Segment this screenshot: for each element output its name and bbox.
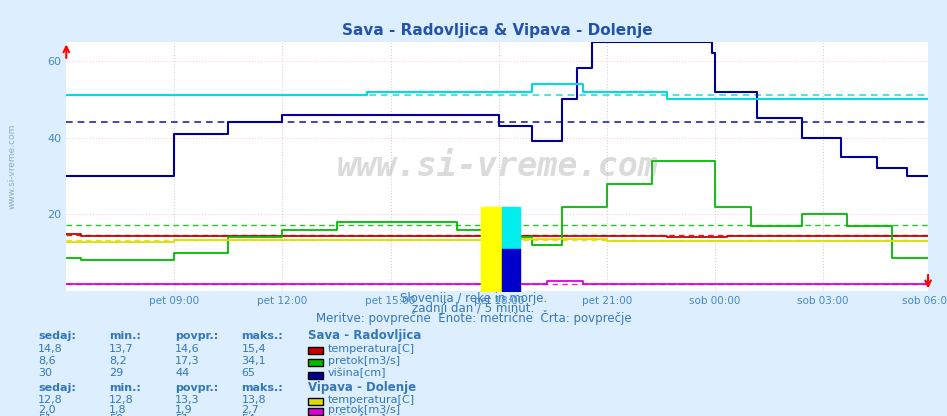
Text: 1,8: 1,8 — [109, 405, 127, 415]
Text: 12,8: 12,8 — [109, 395, 134, 405]
Text: 51: 51 — [175, 414, 189, 416]
Text: maks.:: maks.: — [241, 383, 283, 393]
Text: 2,0: 2,0 — [38, 405, 56, 415]
Text: www.si-vreme.com: www.si-vreme.com — [336, 150, 658, 183]
Text: Slovenija / reke in morje.: Slovenija / reke in morje. — [400, 292, 547, 305]
Text: 2,7: 2,7 — [241, 405, 259, 415]
Text: 30: 30 — [38, 369, 52, 379]
Text: 44: 44 — [175, 369, 189, 379]
Text: povpr.:: povpr.: — [175, 331, 219, 341]
Text: Sava - Radovljica: Sava - Radovljica — [308, 329, 421, 342]
Text: 34,1: 34,1 — [241, 356, 266, 366]
Text: temperatura[C]: temperatura[C] — [328, 395, 415, 405]
Text: 13,3: 13,3 — [175, 395, 200, 405]
Text: 13,7: 13,7 — [109, 344, 134, 354]
Text: sedaj:: sedaj: — [38, 383, 76, 393]
Text: min.:: min.: — [109, 383, 141, 393]
Text: 54: 54 — [241, 414, 256, 416]
Text: maks.:: maks.: — [241, 331, 283, 341]
Text: 65: 65 — [241, 369, 256, 379]
Text: višina[cm]: višina[cm] — [328, 414, 386, 416]
Text: 12,8: 12,8 — [38, 395, 63, 405]
Text: 13,8: 13,8 — [241, 395, 266, 405]
Text: temperatura[C]: temperatura[C] — [328, 344, 415, 354]
Text: min.:: min.: — [109, 331, 141, 341]
Text: 29: 29 — [109, 369, 123, 379]
Text: 15,4: 15,4 — [241, 344, 266, 354]
Title: Sava - Radovljica & Vipava - Dolenje: Sava - Radovljica & Vipava - Dolenje — [342, 22, 652, 38]
Text: 1,9: 1,9 — [175, 405, 193, 415]
Text: zadnji dan / 5 minut.: zadnji dan / 5 minut. — [412, 302, 535, 315]
Text: Vipava - Dolenje: Vipava - Dolenje — [308, 381, 416, 394]
Text: 8,2: 8,2 — [109, 356, 127, 366]
Text: 51: 51 — [38, 414, 52, 416]
Text: www.si-vreme.com: www.si-vreme.com — [8, 124, 17, 209]
Text: višina[cm]: višina[cm] — [328, 368, 386, 379]
Text: 14,8: 14,8 — [38, 344, 63, 354]
Text: povpr.:: povpr.: — [175, 383, 219, 393]
Text: 17,3: 17,3 — [175, 356, 200, 366]
Text: sedaj:: sedaj: — [38, 331, 76, 341]
Text: 50: 50 — [109, 414, 123, 416]
Text: pretok[m3/s]: pretok[m3/s] — [328, 356, 400, 366]
Text: 8,6: 8,6 — [38, 356, 56, 366]
Text: pretok[m3/s]: pretok[m3/s] — [328, 405, 400, 415]
Text: Meritve: povprečne  Enote: metrične  Črta: povprečje: Meritve: povprečne Enote: metrične Črta:… — [315, 310, 632, 325]
Text: 14,6: 14,6 — [175, 344, 200, 354]
